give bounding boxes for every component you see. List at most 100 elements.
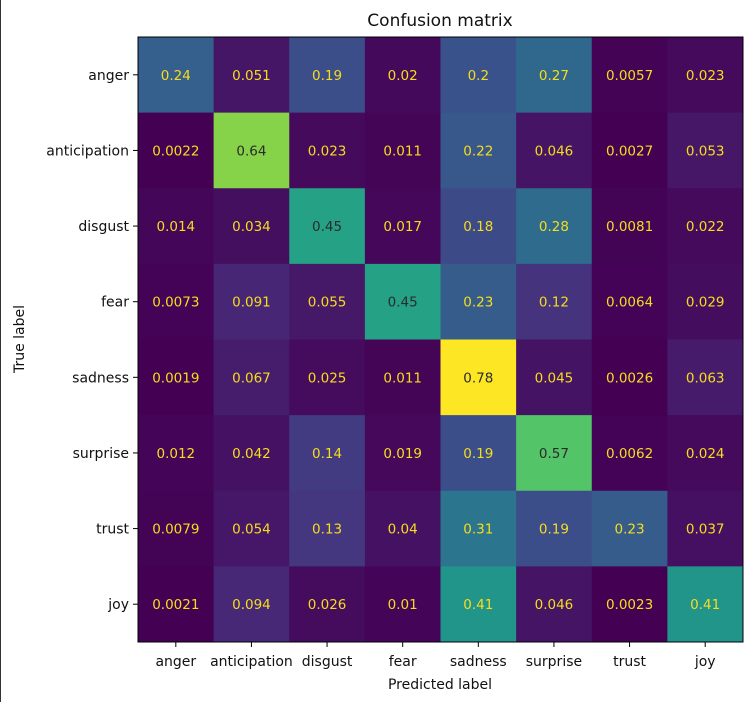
heatmap-cell — [591, 566, 668, 643]
heatmap-cell — [213, 37, 290, 114]
heatmap-cell — [364, 263, 441, 340]
plot-border — [137, 36, 744, 643]
cell-value-label: 0.23 — [615, 522, 645, 538]
heatmap-cell — [516, 566, 593, 643]
cell-value-label: 0.054 — [232, 522, 271, 538]
heatmap-cell — [516, 339, 593, 416]
y-tick-label: anger — [88, 68, 129, 84]
x-tick-label: surprise — [526, 654, 582, 670]
heatmap-cell — [591, 339, 668, 416]
heatmap-cell — [364, 490, 441, 567]
cell-value-label: 0.037 — [686, 522, 725, 538]
heatmap-cell — [440, 188, 517, 265]
x-tick-label: anger — [155, 654, 196, 670]
heatmap-cell — [440, 37, 517, 114]
heatmap-cell — [213, 188, 290, 265]
cell-value-label: 0.18 — [463, 219, 493, 235]
heatmap-cell — [667, 490, 744, 567]
cell-value-label: 0.023 — [686, 68, 725, 84]
y-tick-label: sadness — [72, 370, 129, 386]
heatmap-cell — [364, 37, 441, 114]
cell-value-label: 0.029 — [686, 295, 725, 311]
cell-value-label: 0.055 — [308, 295, 347, 311]
cell-value-label: 0.0073 — [152, 295, 199, 311]
cell-value-label: 0.0081 — [606, 219, 653, 235]
cell-value-label: 0.034 — [232, 219, 271, 235]
y-tick-label: joy — [107, 597, 129, 613]
heatmap-cell — [289, 566, 366, 643]
cell-value-label: 0.0062 — [606, 446, 653, 462]
cell-value-label: 0.046 — [535, 143, 574, 159]
heatmap-cell — [213, 112, 290, 189]
cell-value-label: 0.0027 — [606, 143, 653, 159]
heatmap-cell — [591, 263, 668, 340]
heatmap-cell — [591, 188, 668, 265]
chart-title: Confusion matrix — [367, 11, 512, 31]
cell-value-label: 0.012 — [156, 446, 195, 462]
heatmap-cell — [516, 415, 593, 492]
cell-value-label: 0.017 — [383, 219, 422, 235]
heatmap-cell — [138, 188, 215, 265]
y-tick-label: trust — [96, 522, 129, 538]
cell-value-label: 0.0079 — [152, 522, 199, 538]
cell-value-label: 0.45 — [388, 295, 418, 311]
heatmap-cell — [364, 188, 441, 265]
cell-value-label: 0.011 — [383, 143, 422, 159]
y-tick-label: fear — [101, 295, 129, 311]
cell-value-label: 0.27 — [539, 68, 569, 84]
cell-value-label: 0.042 — [232, 446, 271, 462]
cell-value-label: 0.2 — [468, 68, 489, 84]
cell-value-label: 0.094 — [232, 597, 271, 613]
cell-value-label: 0.28 — [539, 219, 569, 235]
heatmap-cell — [138, 37, 215, 114]
heatmap-cell-labels: 0.24 0.051 0.19 0.02 0.2 0.27 0.0057 0.023 0.002… — [152, 68, 724, 613]
cell-value-label: 0.57 — [539, 446, 569, 462]
cell-value-label: 0.41 — [463, 597, 493, 613]
heatmap-cells — [138, 37, 744, 643]
heatmap-cell — [667, 37, 744, 114]
heatmap-cell — [516, 188, 593, 265]
cell-value-label: 0.01 — [388, 597, 418, 613]
heatmap-cell — [289, 339, 366, 416]
cell-value-label: 0.024 — [686, 446, 725, 462]
frame-border — [0, 0, 1, 702]
cell-value-label: 0.051 — [232, 68, 271, 84]
heatmap-cell — [138, 112, 215, 189]
cell-value-label: 0.025 — [308, 370, 347, 386]
cell-value-label: 0.23 — [463, 295, 493, 311]
cell-value-label: 0.067 — [232, 370, 271, 386]
cell-value-label: 0.02 — [388, 68, 418, 84]
cell-value-label: 0.19 — [312, 68, 342, 84]
cell-value-label: 0.12 — [539, 295, 569, 311]
cell-value-label: 0.0026 — [606, 370, 653, 386]
heatmap-cell — [591, 415, 668, 492]
heatmap-cell — [591, 112, 668, 189]
cell-value-label: 0.31 — [463, 522, 493, 538]
heatmap-cell — [289, 415, 366, 492]
cell-value-label: 0.19 — [539, 522, 569, 538]
x-tick-label: trust — [613, 654, 646, 670]
heatmap-cell — [440, 112, 517, 189]
x-tick-label: disgust — [302, 654, 353, 670]
cell-value-label: 0.64 — [236, 143, 266, 159]
cell-value-label: 0.0057 — [606, 68, 653, 84]
heatmap-cell — [667, 339, 744, 416]
cell-value-label: 0.22 — [463, 143, 493, 159]
cell-value-label: 0.19 — [463, 446, 493, 462]
cell-value-label: 0.022 — [686, 219, 725, 235]
heatmap-cell — [667, 566, 744, 643]
cell-value-label: 0.0023 — [606, 597, 653, 613]
heatmap-cell — [516, 490, 593, 567]
y-axis-label: True label — [12, 305, 28, 374]
cell-value-label: 0.04 — [388, 522, 418, 538]
heatmap-cell — [667, 112, 744, 189]
heatmap-cell — [138, 339, 215, 416]
cell-value-label: 0.24 — [161, 68, 191, 84]
x-axis-label: Predicted label — [388, 677, 492, 693]
cell-value-label: 0.0022 — [152, 143, 199, 159]
cell-value-label: 0.091 — [232, 295, 271, 311]
heatmap-cell — [289, 188, 366, 265]
heatmap-cell — [667, 188, 744, 265]
heatmap-cell — [364, 112, 441, 189]
